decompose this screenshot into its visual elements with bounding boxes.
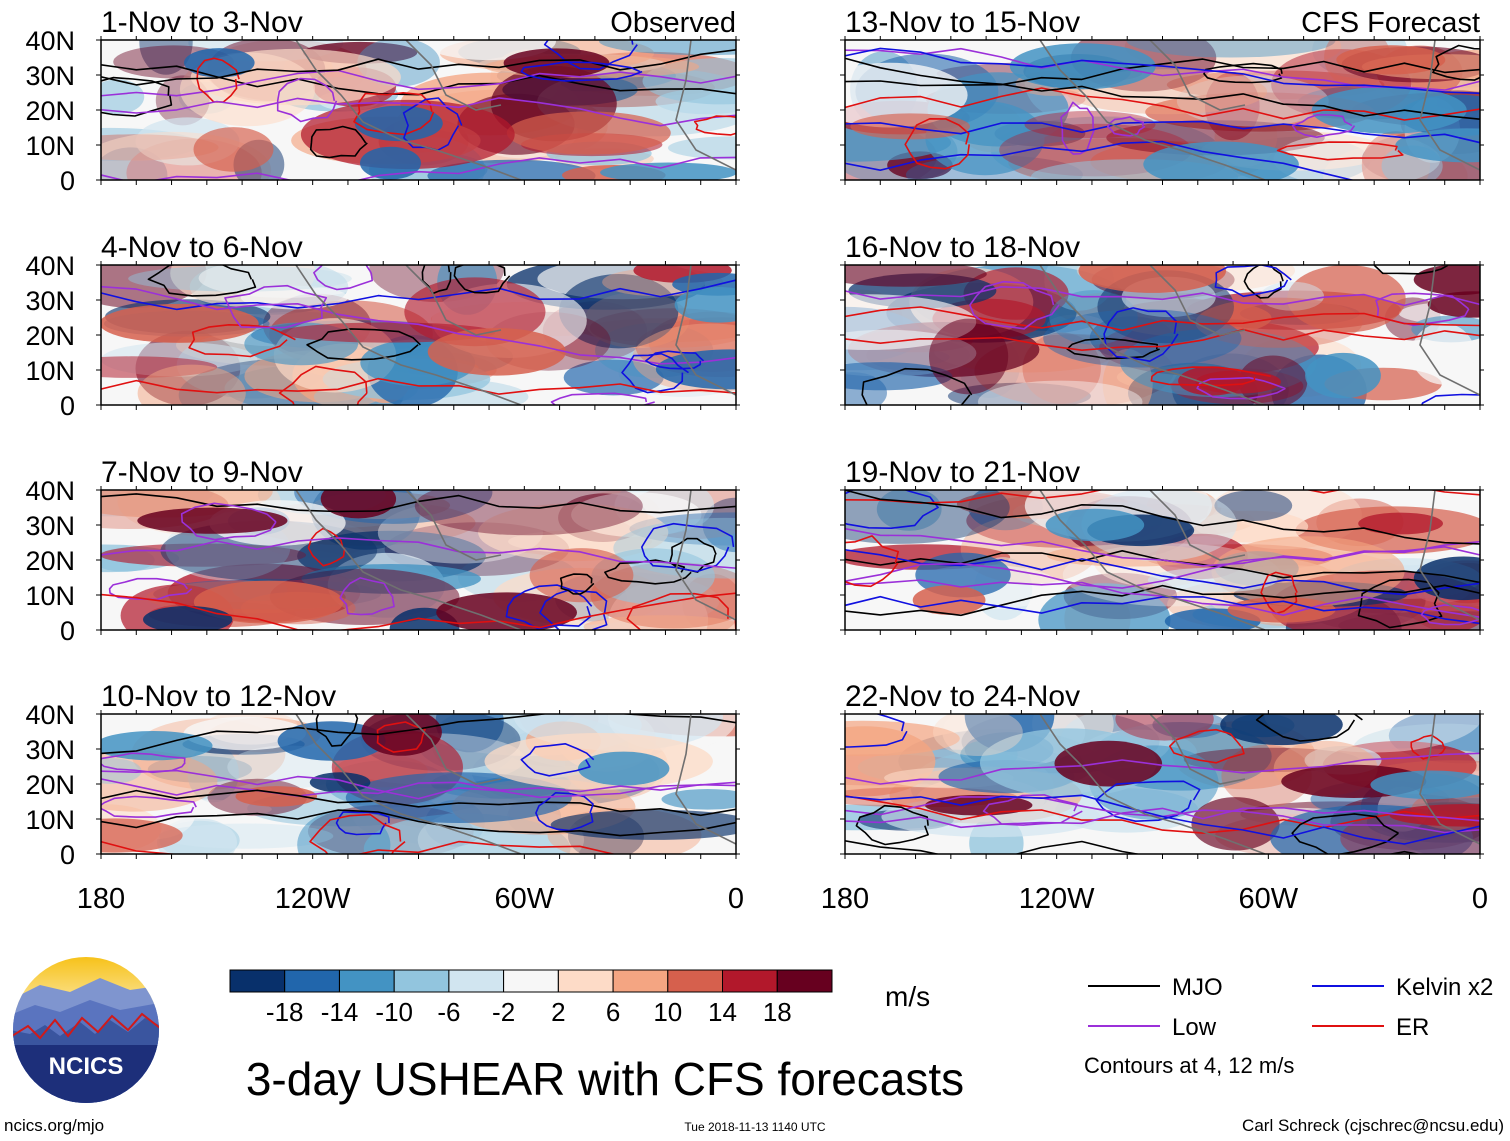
colorbar-swatch: [229, 969, 286, 993]
colorbar-swatch: [503, 969, 559, 993]
panels-layer: 1-Nov to 3-Nov Observed40N30N20N10N04-Nov…: [25, 6, 1484, 870]
y-tick-label: 20N: [25, 321, 75, 351]
y-tick-label: 40N: [25, 251, 75, 281]
colorbar-label: 18: [763, 997, 792, 1027]
panel-1: 1-Nov to 3-Nov Observed 40N 30N 20N 10N 0: [25, 6, 740, 196]
y-tick-label: 30N: [25, 61, 75, 91]
panel-3: 7-Nov to 9-Nov 40N 30N 20N 10N 0: [25, 456, 740, 646]
colorbar-label: 2: [551, 997, 565, 1027]
colorbar-label: -14: [321, 997, 359, 1027]
colorbar-swatch: [393, 969, 450, 993]
colorbar-swatch: [339, 969, 395, 993]
panel-label: 13-Nov to 15-Nov: [845, 6, 1080, 39]
y-tick-label: 10N: [25, 356, 75, 386]
colorbar-swatch: [448, 969, 505, 993]
y-tick-label: 0: [60, 391, 75, 421]
panel-label: 4-Nov to 6-Nov: [101, 231, 303, 264]
y-tick-label: 40N: [25, 700, 75, 730]
colorbar-label: -18: [266, 997, 304, 1027]
colorbar-swatch: [284, 969, 340, 993]
x-tick-label: 180: [77, 883, 125, 915]
x-tick-label: 120W: [275, 883, 351, 915]
contour-legend: MJO Low Kelvin x2 ER: [1088, 974, 1493, 1041]
main-title: 3-day USHEAR with CFS forecasts: [246, 1053, 964, 1105]
footer-author: Carl Schreck (cjschrec@ncsu.edu): [1242, 1116, 1504, 1135]
ncics-logo: NCICS: [13, 957, 159, 1103]
y-tick-label: 20N: [25, 546, 75, 576]
y-tick-label: 0: [60, 616, 75, 646]
panel-label: 1-Nov to 3-Nov: [101, 6, 303, 39]
panel-tag: Observed: [610, 7, 736, 39]
y-tick-label: 10N: [25, 581, 75, 611]
y-tick-label: 0: [60, 840, 75, 870]
x-tick-label: 60W: [1239, 883, 1299, 915]
panel-label: 7-Nov to 9-Nov: [101, 456, 303, 489]
colorbar-label: -10: [375, 997, 413, 1027]
y-tick-label: 40N: [25, 26, 75, 56]
y-tick-label: 0: [60, 166, 75, 196]
colorbar-swatch: [776, 969, 833, 993]
colorbar-label: -6: [437, 997, 460, 1027]
panel-tag: CFS Forecast: [1301, 7, 1480, 39]
footer-timestamp: Tue 2018-11-13 1140 UTC: [684, 1120, 826, 1134]
y-tick-label: 30N: [25, 735, 75, 765]
colorbar-swatch: [667, 969, 723, 993]
panel-2: 4-Nov to 6-Nov 40N 30N 20N 10N 0: [25, 231, 740, 421]
colorbar-label: 6: [606, 997, 620, 1027]
panel-label: 22-Nov to 24-Nov: [845, 680, 1080, 713]
y-tick-label: 20N: [25, 770, 75, 800]
panel-label: 19-Nov to 21-Nov: [845, 456, 1080, 489]
legend-label: MJO: [1172, 974, 1223, 1001]
axis-layer: 180 120W 60W 0 180 120W 60W 0: [77, 883, 1488, 915]
panel-label: 16-Nov to 18-Nov: [845, 231, 1080, 264]
y-tick-label: 10N: [25, 805, 75, 835]
x-tick-label: 60W: [495, 883, 555, 915]
y-tick-label: 40N: [25, 476, 75, 506]
y-tick-label: 20N: [25, 96, 75, 126]
panel-4: 10-Nov to 12-Nov 40N 30N 20N 10N 0: [25, 680, 740, 870]
colorbar-label: -2: [492, 997, 515, 1027]
colorbar-swatch: [722, 969, 778, 993]
footer-website[interactable]: ncics.org/mjo: [4, 1116, 104, 1135]
logo-text: NCICS: [49, 1053, 124, 1080]
x-tick-label: 0: [728, 883, 744, 915]
y-tick-label: 10N: [25, 131, 75, 161]
x-tick-label: 120W: [1019, 883, 1095, 915]
units-label: m/s: [885, 981, 930, 1012]
colorbar: -18 -14 -10 -6 -2 2 6 10 14 18: [229, 969, 833, 1027]
colorbar-swatch: [557, 969, 614, 993]
legend-label: ER: [1396, 1014, 1429, 1041]
legend-label: Kelvin x2: [1396, 974, 1493, 1001]
legend-label: Low: [1172, 1014, 1217, 1041]
y-tick-label: 30N: [25, 286, 75, 316]
x-tick-label: 180: [821, 883, 869, 915]
panel-label: 10-Nov to 12-Nov: [101, 680, 336, 713]
colorbar-label: 10: [653, 997, 682, 1027]
x-tick-label: 0: [1472, 883, 1488, 915]
contour-note: Contours at 4, 12 m/s: [1084, 1053, 1294, 1078]
colorbar-label: 14: [708, 997, 737, 1027]
colorbar-swatch: [612, 969, 669, 993]
y-tick-label: 30N: [25, 511, 75, 541]
